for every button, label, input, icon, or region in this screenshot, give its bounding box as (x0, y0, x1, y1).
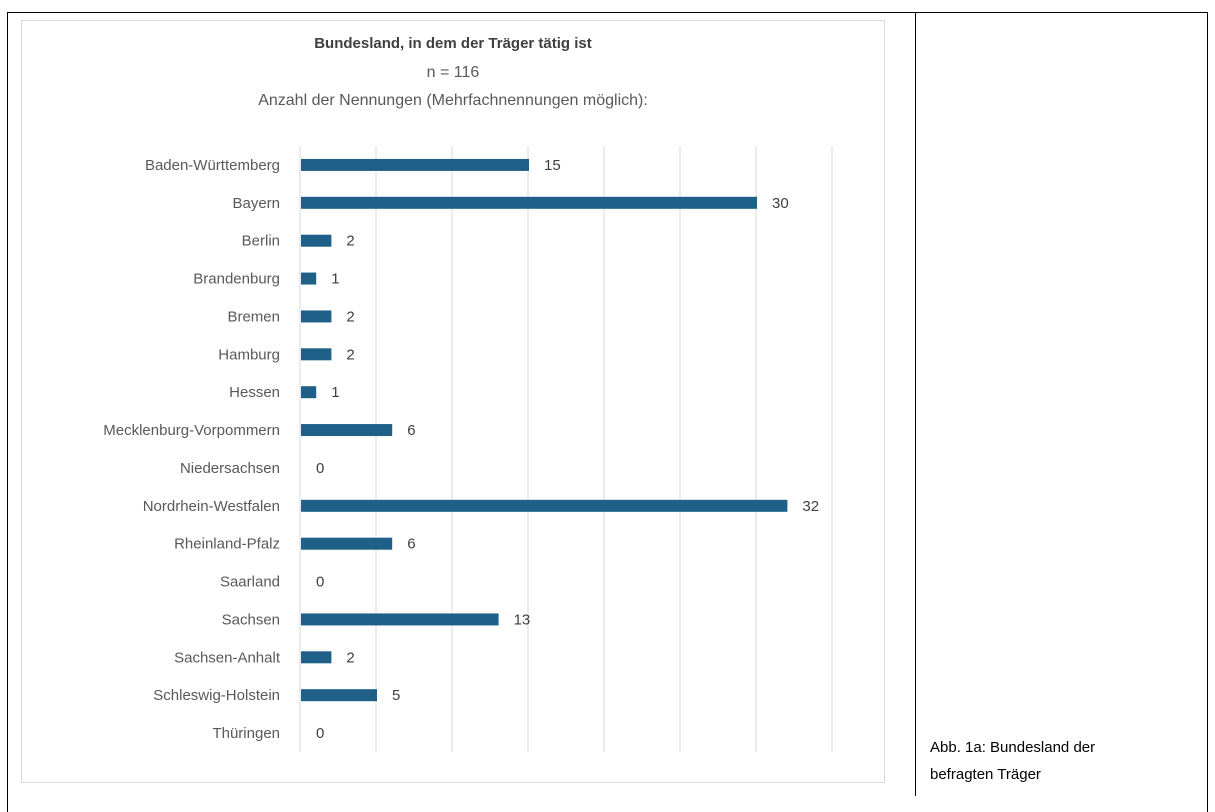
chart-title: Bundesland, in dem der Träger tätig ist (314, 35, 592, 52)
caption-line-2: befragten Träger (930, 766, 1041, 783)
data-label: 30 (772, 195, 789, 212)
document-frame (7, 12, 1208, 812)
category-label: Thüringen (212, 725, 280, 742)
category-label: Hamburg (218, 346, 280, 363)
category-label: Bayern (232, 195, 280, 212)
data-label: 2 (346, 346, 354, 363)
bar (301, 196, 757, 209)
category-label: Hessen (229, 384, 280, 401)
data-label: 0 (316, 725, 324, 742)
data-label: 1 (331, 384, 339, 401)
bar (301, 424, 393, 437)
category-label: Brandenburg (193, 271, 280, 288)
data-label: 0 (316, 574, 324, 591)
data-label: 15 (544, 157, 561, 174)
bar (301, 386, 317, 399)
category-label: Saarland (220, 574, 280, 591)
category-label: Nordrhein-Westfalen (143, 498, 280, 515)
category-label: Sachsen (222, 611, 280, 628)
bar (301, 272, 317, 285)
category-label: Niedersachsen (180, 460, 280, 477)
data-label: 2 (346, 233, 354, 250)
data-label: 0 (316, 460, 324, 477)
category-label: Sachsen-Anhalt (174, 649, 281, 666)
chart-subtitle-n: n = 116 (426, 64, 480, 81)
bar (301, 689, 377, 702)
data-label: 6 (407, 536, 415, 553)
category-label: Rheinland-Pfalz (174, 536, 280, 553)
bar (301, 348, 332, 361)
category-label: Berlin (242, 233, 280, 250)
data-label: 6 (407, 422, 415, 439)
bar (301, 310, 332, 323)
data-label: 1 (331, 271, 339, 288)
bar (301, 234, 332, 247)
category-label: Baden-Württemberg (145, 157, 280, 174)
chart-container (21, 20, 885, 783)
data-label: 13 (514, 611, 531, 628)
bar (301, 499, 788, 512)
chart-subtitle-description: Anzahl der Nennungen (Mehrfachnennungen … (258, 92, 648, 109)
bar (301, 158, 529, 171)
caption-line-1: Abb. 1a: Bundesland der (930, 739, 1096, 756)
bar (301, 537, 393, 550)
category-label: Bremen (227, 308, 280, 325)
data-label: 5 (392, 687, 400, 704)
category-label: Mecklenburg-Vorpommern (103, 422, 280, 439)
bar (301, 651, 332, 664)
frame-divider (915, 12, 916, 796)
data-label: 32 (802, 498, 819, 515)
data-label: 2 (346, 649, 354, 666)
bar (301, 613, 499, 626)
category-label: Schleswig-Holstein (153, 687, 280, 704)
figure-caption: Abb. 1a: Bundesland der befragten Träger (930, 734, 1200, 788)
data-label: 2 (346, 308, 354, 325)
